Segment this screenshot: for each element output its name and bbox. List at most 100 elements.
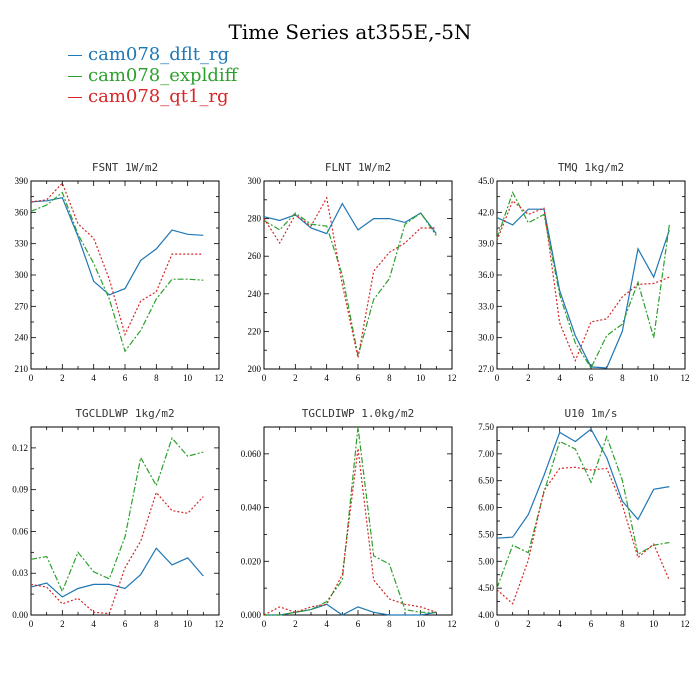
y-tick-label: 210 [15, 364, 29, 374]
series-line-qt1 [496, 466, 670, 605]
x-tick-label: 12 [681, 373, 690, 383]
y-tick-label: 5.50 [478, 529, 494, 539]
y-tick-label: 330 [15, 239, 29, 249]
y-tick-label: 0.060 [241, 449, 262, 459]
series-line-dflt [30, 197, 204, 296]
y-tick-label: 0.020 [241, 556, 262, 566]
y-tick-label: 33.0 [478, 301, 494, 311]
x-tick-label: 0 [262, 619, 267, 629]
x-tick-label: 0 [29, 373, 34, 383]
legend-label-expldiff: cam078_expldiff [88, 65, 238, 86]
x-tick-label: 4 [324, 619, 329, 629]
x-tick-label: 4 [557, 373, 562, 383]
y-tick-label: 260 [248, 251, 262, 261]
panel-3: TGCLDLWP 1kg/m2 0 2 4 6 8 10 12 0.00 0.03 0.06 0.09… [12, 407, 223, 629]
panel-title: FSNT 1W/m2 [92, 161, 158, 174]
legend-label-qt1: cam078_qt1_rg [88, 86, 229, 107]
series-line-qt1 [263, 196, 437, 358]
x-tick-label: 4 [324, 373, 329, 383]
x-tick-label: 8 [154, 619, 159, 629]
panel-1: FLNT 1W/m2 0 2 4 6 8 10 12 200 220 240 260 280 300 [248, 161, 457, 383]
legend-label-dflt: cam078_dflt_rg [88, 44, 230, 65]
y-tick-label: 0.09 [12, 485, 28, 495]
x-tick-label: 6 [356, 373, 361, 383]
x-tick-label: 6 [589, 619, 594, 629]
x-tick-label: 0 [495, 619, 500, 629]
x-tick-label: 4 [557, 619, 562, 629]
x-tick-label: 2 [526, 373, 531, 383]
plot-frame [496, 426, 686, 616]
x-tick-label: 0 [262, 373, 267, 383]
plot-frame [30, 180, 220, 370]
legend-swatch-dflt [68, 54, 82, 56]
series-line-expldiff [264, 426, 437, 616]
legend-swatch-expldiff [68, 75, 82, 77]
y-tick-label: 6.50 [478, 476, 494, 486]
x-tick-label: 8 [154, 373, 159, 383]
panel-5: U10 1m/s 0 2 4 6 8 10 12 4.00 4.50 5.00 5.50 6.00 6.5… [478, 407, 689, 629]
y-tick-label: 270 [15, 301, 29, 311]
panel-2: TMQ 1kg/m2 0 2 4 6 8 10 12 27.0 30.0 33.0 36.0 39.0 4… [478, 161, 689, 383]
x-tick-label: 4 [91, 373, 96, 383]
series-line-dflt [30, 547, 204, 598]
x-tick-label: 8 [620, 619, 625, 629]
panel-title: TMQ 1kg/m2 [558, 161, 624, 174]
x-tick-label: 10 [183, 373, 193, 383]
x-tick-label: 6 [123, 373, 128, 383]
panel-0: FSNT 1W/m2 0 2 4 6 8 10 12 210 240 270 300 330 360 390 [15, 161, 224, 383]
y-tick-label: 27.0 [478, 364, 494, 374]
series-line-expldiff [263, 212, 437, 356]
x-tick-label: 8 [387, 373, 392, 383]
series-line-expldiff [496, 434, 670, 589]
x-tick-label: 12 [448, 619, 457, 629]
legend-entry-qt1: cam078_qt1_rg [68, 86, 229, 108]
x-tick-label: 10 [649, 619, 659, 629]
panel-title: U10 1m/s [565, 407, 618, 420]
y-tick-label: 4.00 [478, 610, 494, 620]
y-tick-label: 280 [248, 214, 262, 224]
y-tick-label: 240 [15, 333, 29, 343]
series-line-qt1 [496, 199, 670, 363]
x-tick-label: 6 [123, 619, 128, 629]
y-tick-label: 0.000 [241, 610, 262, 620]
series-line-qt1 [30, 491, 204, 615]
y-tick-label: 36.0 [478, 270, 494, 280]
y-tick-label: 6.00 [478, 503, 494, 513]
x-tick-label: 2 [60, 619, 65, 629]
x-tick-label: 2 [293, 373, 298, 383]
x-tick-label: 12 [215, 619, 224, 629]
x-tick-label: 0 [29, 619, 34, 629]
x-tick-label: 12 [448, 373, 457, 383]
panel-title: FLNT 1W/m2 [325, 161, 391, 174]
x-tick-label: 10 [416, 373, 426, 383]
series-line-dflt [496, 428, 670, 539]
y-tick-label: 240 [248, 289, 262, 299]
panel-title: TGCLDIWP 1.0kg/m2 [302, 407, 415, 420]
series-line-qt1 [263, 448, 437, 616]
y-tick-label: 7.50 [478, 422, 494, 432]
y-tick-label: 360 [15, 207, 29, 217]
chart-title: Time Series at355E,-5N [228, 20, 472, 44]
y-tick-label: 0.00 [12, 610, 28, 620]
x-tick-label: 0 [495, 373, 500, 383]
x-tick-label: 8 [620, 373, 625, 383]
series-line-expldiff [30, 436, 204, 593]
x-tick-label: 2 [60, 373, 65, 383]
legend-entry-expldiff: cam078_expldiff [68, 65, 237, 87]
plot-frame [263, 180, 453, 370]
y-tick-label: 45.0 [478, 176, 494, 186]
series-line-qt1 [30, 181, 204, 337]
y-tick-label: 39.0 [478, 239, 494, 249]
x-tick-label: 6 [589, 373, 594, 383]
panel-4: TGCLDIWP 1.0kg/m2 0 2 4 6 8 10 12 0.000 0.020 0.04… [241, 407, 457, 629]
y-tick-label: 300 [15, 270, 29, 280]
x-tick-label: 4 [91, 619, 96, 629]
y-tick-label: 0.06 [12, 526, 28, 536]
x-tick-label: 10 [416, 619, 426, 629]
legend-swatch-qt1 [68, 96, 82, 98]
panel-title: TGCLDLWP 1kg/m2 [75, 407, 174, 420]
y-tick-label: 300 [248, 176, 262, 186]
y-tick-label: 30.0 [478, 333, 494, 343]
x-tick-label: 2 [526, 619, 531, 629]
